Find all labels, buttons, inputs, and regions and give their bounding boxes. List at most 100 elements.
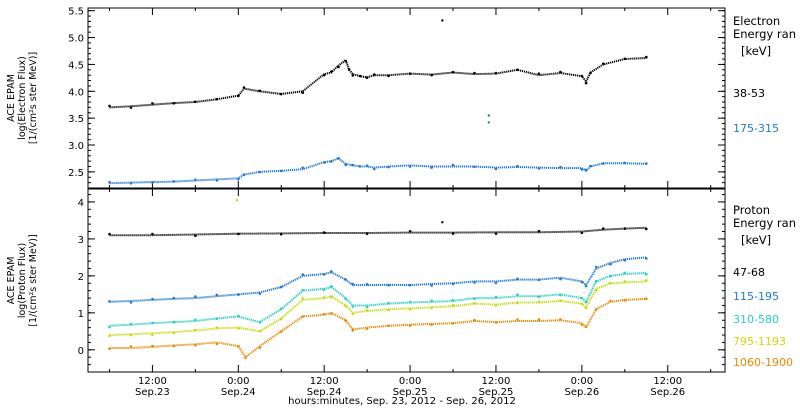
data-point bbox=[129, 182, 133, 185]
x-tick-label-date: Sep.25 bbox=[479, 387, 514, 398]
data-point bbox=[322, 231, 326, 234]
x-tick-label-time: 12:00 bbox=[482, 376, 511, 387]
data-point bbox=[537, 295, 541, 299]
data-point bbox=[215, 317, 219, 321]
x-tick-label-time: 0:00 bbox=[571, 376, 593, 387]
data-point bbox=[301, 297, 305, 300]
data-point bbox=[609, 262, 612, 266]
data-point bbox=[580, 74, 584, 78]
y-axis-label-line: ACE EPAM bbox=[6, 74, 17, 122]
data-point bbox=[194, 100, 197, 103]
data-point bbox=[172, 102, 176, 105]
data-point bbox=[337, 156, 340, 160]
data-point bbox=[594, 265, 598, 269]
data-point bbox=[494, 295, 498, 299]
y-tick-label: 3.0 bbox=[68, 141, 84, 152]
data-point bbox=[194, 178, 197, 182]
data-point bbox=[430, 284, 433, 287]
data-point bbox=[279, 169, 283, 173]
data-point bbox=[108, 325, 111, 329]
outlier-point bbox=[235, 198, 239, 202]
outlier-point bbox=[441, 19, 444, 22]
data-point bbox=[387, 301, 390, 305]
data-point bbox=[516, 318, 519, 321]
legend-series-label: 175-315 bbox=[733, 122, 779, 135]
y-tick-label: 5.0 bbox=[68, 34, 84, 45]
series-line bbox=[109, 271, 647, 327]
data-point bbox=[172, 331, 176, 335]
data-point bbox=[365, 232, 369, 235]
data-point bbox=[344, 319, 348, 322]
data-point bbox=[451, 298, 455, 302]
data-point bbox=[344, 59, 348, 63]
data-point bbox=[365, 164, 369, 167]
data-point bbox=[351, 312, 355, 316]
data-point bbox=[301, 166, 305, 170]
data-point bbox=[258, 329, 262, 333]
data-point bbox=[172, 320, 176, 324]
data-point bbox=[602, 62, 605, 66]
data-point bbox=[387, 165, 390, 169]
data-point bbox=[580, 302, 584, 306]
data-point bbox=[244, 356, 247, 360]
data-point bbox=[322, 73, 326, 77]
series-line bbox=[109, 157, 647, 185]
data-point bbox=[108, 300, 111, 303]
data-point bbox=[172, 296, 176, 300]
data-point bbox=[279, 285, 283, 289]
data-point bbox=[537, 278, 541, 282]
outlier-point bbox=[487, 114, 490, 117]
y-tick-label: 4.0 bbox=[68, 87, 84, 98]
data-point bbox=[215, 342, 219, 346]
data-point bbox=[330, 312, 333, 316]
data-point bbox=[337, 65, 340, 69]
data-point bbox=[351, 305, 355, 308]
data-point bbox=[594, 308, 598, 311]
data-point bbox=[584, 81, 588, 85]
data-point bbox=[344, 304, 348, 308]
data-point bbox=[408, 307, 412, 311]
data-point bbox=[237, 94, 240, 98]
data-point bbox=[129, 106, 133, 109]
data-point bbox=[559, 293, 562, 297]
legend-series-label: 1060-1900 bbox=[733, 356, 793, 369]
electron-panel: 2.5 3.0 3.5 4.0 4.5 5.0 5.5 ACE EPAM log(Electro… bbox=[6, 7, 796, 189]
data-point bbox=[237, 327, 240, 330]
data-point bbox=[237, 232, 240, 236]
data-point bbox=[408, 230, 412, 233]
data-point bbox=[594, 288, 598, 292]
series-line bbox=[109, 256, 647, 303]
x-tick-label-time: 12:00 bbox=[653, 376, 682, 387]
data-point bbox=[194, 295, 197, 298]
legend-title-line: Electron bbox=[733, 14, 780, 28]
data-point bbox=[242, 86, 246, 89]
data-point bbox=[351, 282, 355, 286]
data-point bbox=[365, 76, 369, 79]
data-point bbox=[279, 307, 283, 311]
series-line bbox=[109, 297, 647, 359]
data-point bbox=[344, 163, 348, 167]
data-point bbox=[108, 334, 111, 338]
data-point bbox=[322, 273, 326, 276]
data-point bbox=[451, 282, 455, 286]
proton-panel: 0 1 2 3 4 ACE EPAM log(Proton Flux) [1/(cm²s st… bbox=[6, 188, 796, 373]
legend-unit: [keV] bbox=[741, 233, 771, 247]
data-point bbox=[151, 344, 154, 348]
y-tick-label: 2.5 bbox=[68, 168, 84, 179]
data-point bbox=[237, 293, 240, 296]
data-point bbox=[609, 274, 612, 278]
data-point bbox=[408, 165, 412, 168]
data-point bbox=[623, 57, 627, 61]
y-tick-label: 2 bbox=[78, 272, 84, 283]
data-point bbox=[258, 89, 262, 93]
data-point bbox=[537, 167, 541, 170]
y-axis-label-line: ACE EPAM bbox=[6, 257, 17, 305]
data-point bbox=[537, 318, 541, 321]
data-point bbox=[301, 273, 305, 276]
x-tick-label-time: 12:00 bbox=[138, 376, 167, 387]
data-point bbox=[430, 73, 433, 77]
x-tick-label-time: 0:00 bbox=[227, 376, 249, 387]
data-point bbox=[430, 166, 433, 169]
data-point bbox=[351, 74, 355, 77]
